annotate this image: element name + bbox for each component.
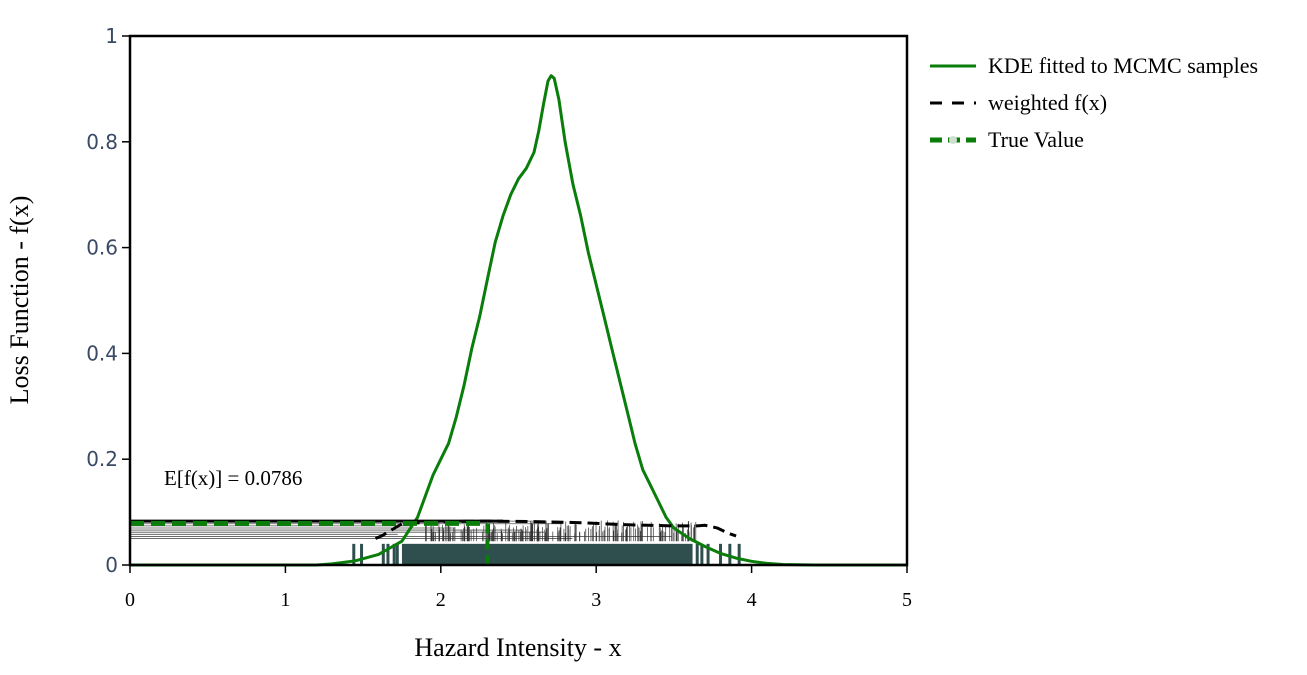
y-axis-title: Loss Function - f(x) bbox=[5, 196, 34, 405]
legend-item: KDE fitted to MCMC samples bbox=[930, 53, 1258, 78]
series-layer bbox=[130, 74, 907, 567]
x-tick-label: 0 bbox=[125, 589, 135, 611]
x-axis-title: Hazard Intensity - x bbox=[414, 633, 621, 662]
legend-label: KDE fitted to MCMC samples bbox=[988, 53, 1258, 78]
y-tick-label: 0.8 bbox=[86, 130, 118, 154]
y-tick-label: 0.2 bbox=[86, 447, 118, 471]
legend-label: weighted f(x) bbox=[988, 90, 1107, 115]
y-tick-label: 1 bbox=[105, 24, 118, 48]
x-tick-label: 5 bbox=[902, 589, 912, 611]
legend-label: True Value bbox=[988, 127, 1084, 152]
legend-item: weighted f(x) bbox=[930, 90, 1107, 115]
legend-item: True Value bbox=[930, 127, 1084, 152]
legend: KDE fitted to MCMC samples weighted f(x) T… bbox=[930, 53, 1258, 152]
y-tick-label: 0 bbox=[105, 553, 118, 577]
plot-frame bbox=[128, 34, 909, 567]
x-tick-label: 3 bbox=[591, 589, 601, 611]
expected-value-annotation: E[f(x)] = 0.0786 bbox=[164, 466, 302, 490]
y-tick-label: 0.4 bbox=[86, 341, 118, 365]
axes-layer: 0 0.2 0.4 0.6 0.8 1 0 1 2 3 4 5 bbox=[86, 24, 912, 611]
y-tick-label: 0.6 bbox=[86, 236, 118, 260]
kde-curve bbox=[130, 74, 907, 567]
weighted-fx-line bbox=[374, 519, 737, 540]
x-tick-label: 1 bbox=[280, 589, 290, 611]
x-tick-label: 2 bbox=[436, 589, 446, 611]
rug-dense-block bbox=[401, 543, 693, 565]
legend-marker bbox=[949, 136, 957, 144]
mcmc-samples-rug bbox=[352, 543, 741, 565]
x-tick-label: 4 bbox=[747, 589, 757, 611]
